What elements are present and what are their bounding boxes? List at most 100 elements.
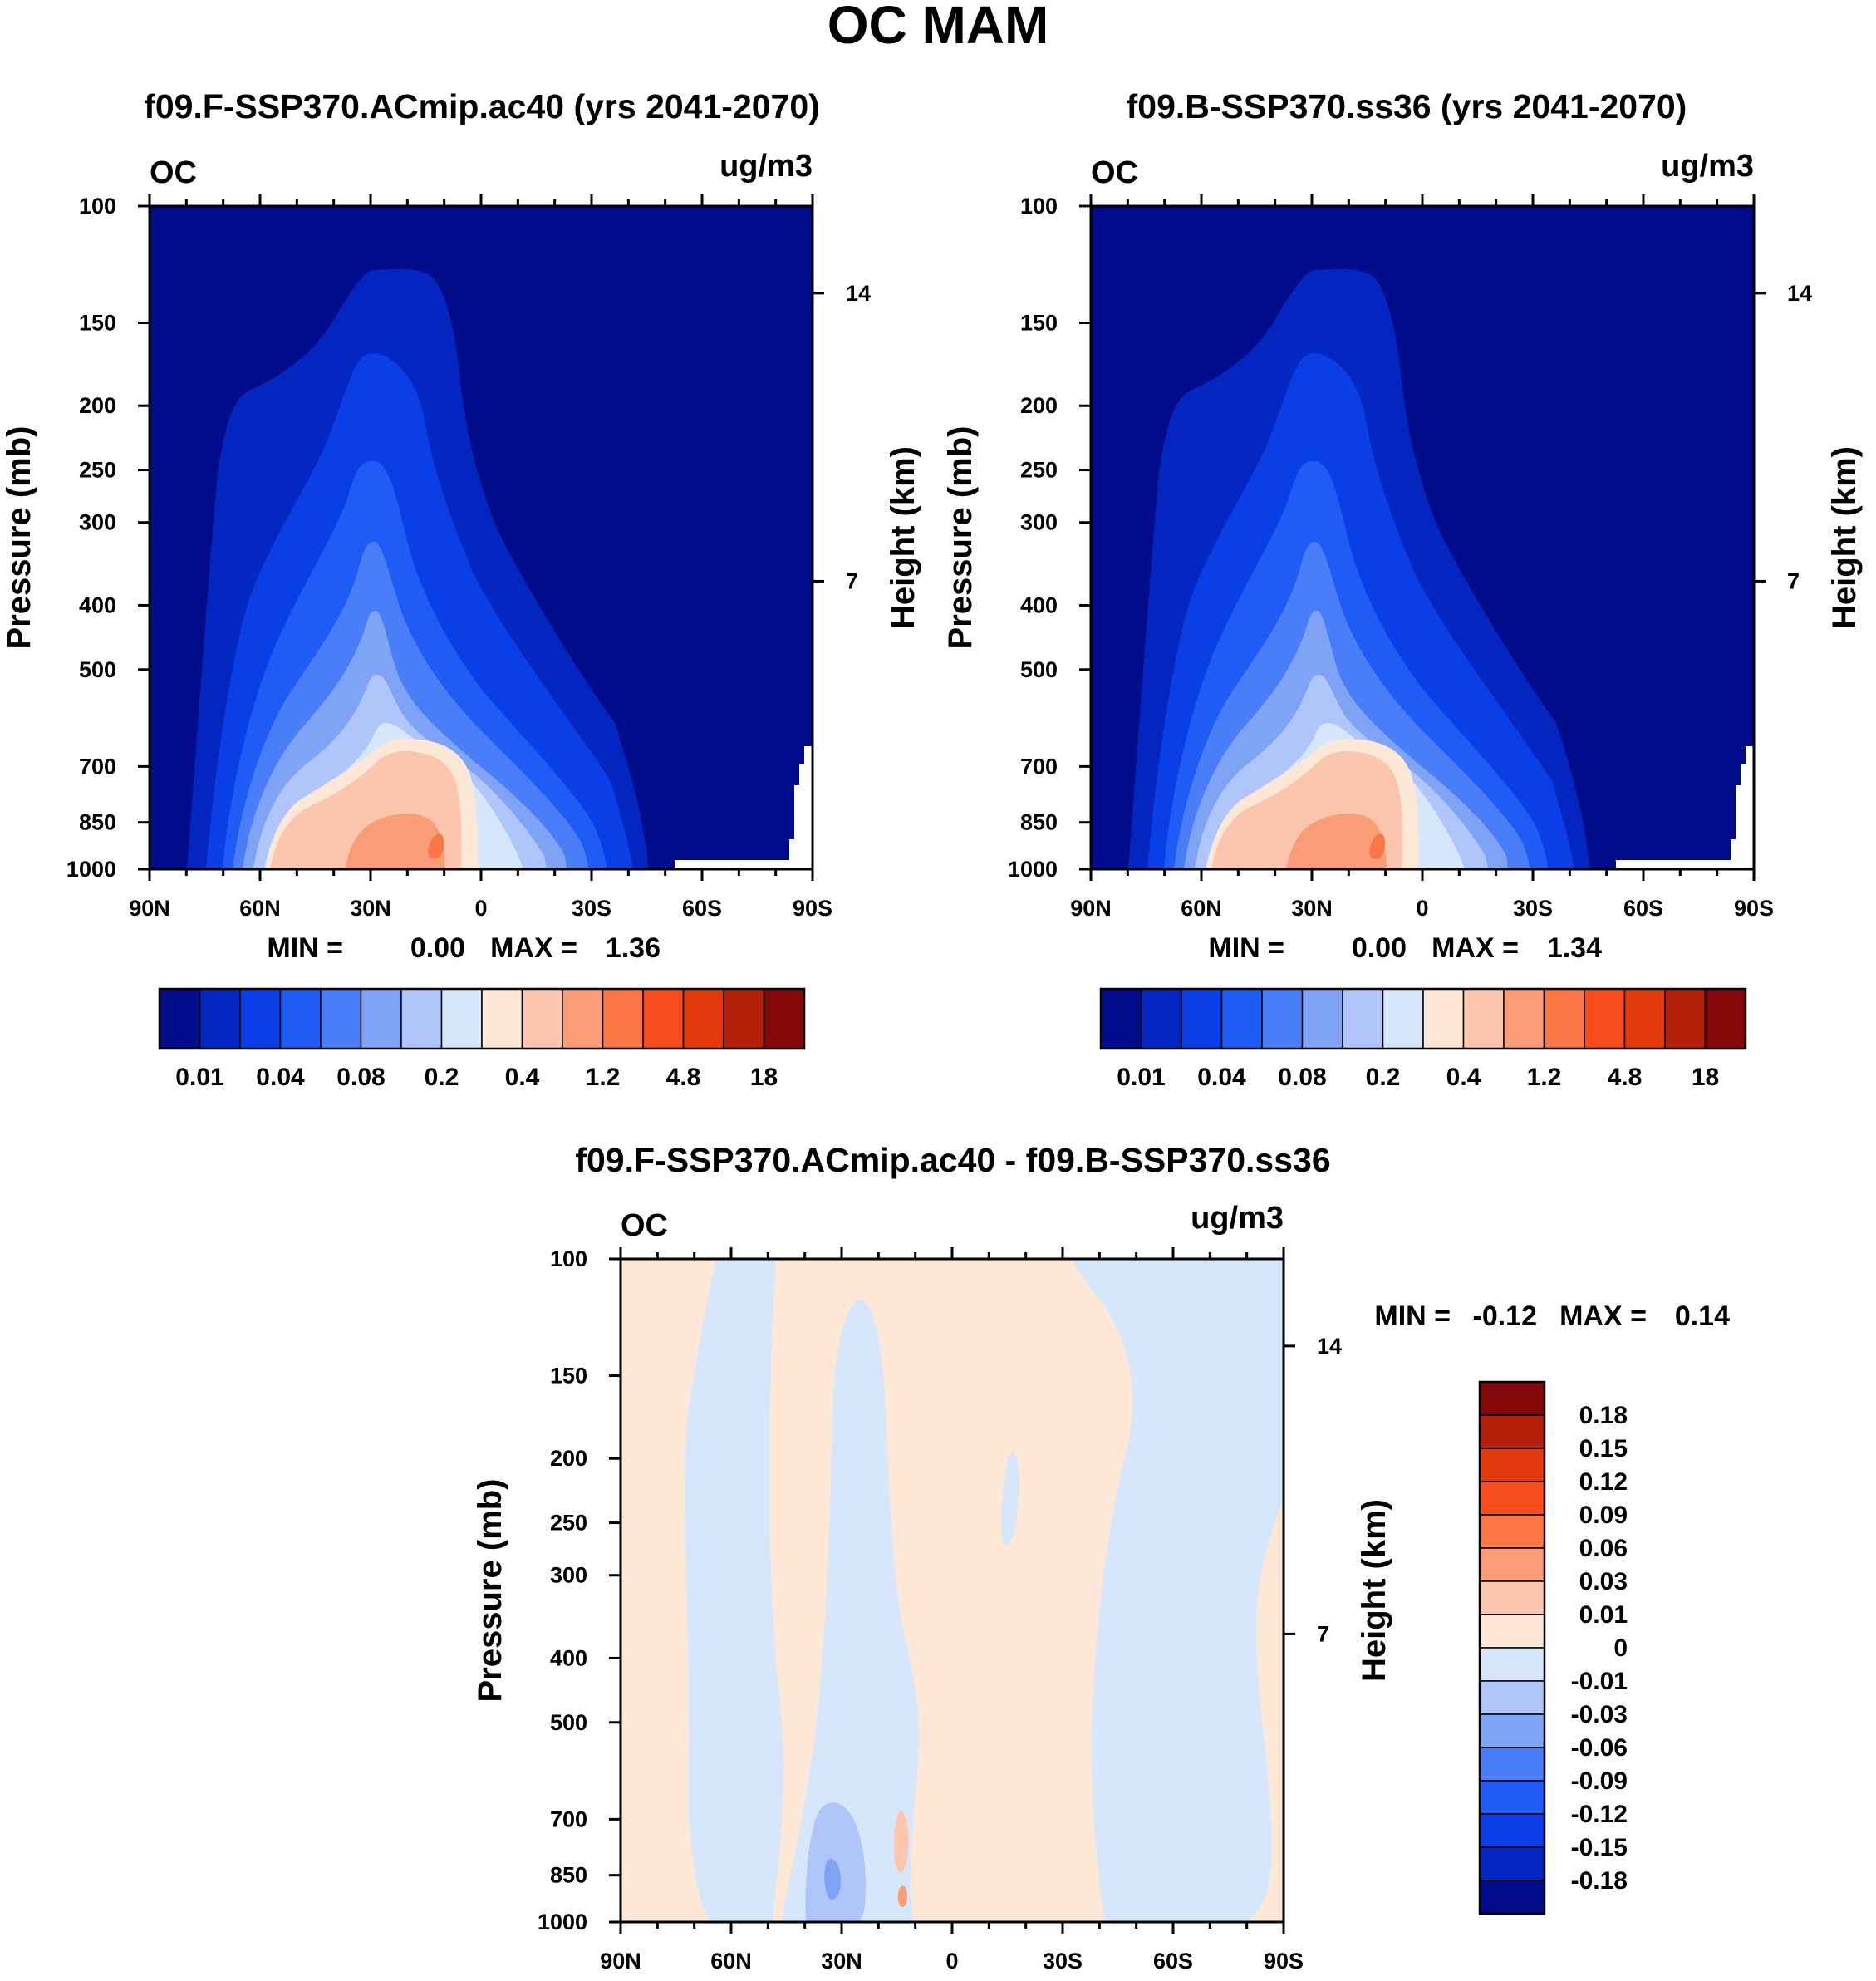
figure-title: OC MAM [828,0,1049,55]
y2-tick-label: 14 [846,281,871,306]
diff-region-negative-3 [1072,1259,1284,1922]
colorbar-swatch [1479,1514,1545,1549]
x-tick-label: 30S [1043,1949,1083,1974]
y-tick-label: 500 [1020,657,1058,682]
contour-level-11 [345,813,445,869]
colorbar-label: 18 [750,1064,778,1091]
colorbar-label: 0.12 [1579,1468,1628,1496]
y-tick-label: 1000 [1008,857,1058,882]
units-label: ug/m3 [1661,149,1754,184]
y-axis: 100 150 200 250 300 400 500 700 850 1000 [538,1246,621,1934]
colorbar-swatch [1479,1381,1545,1416]
colorbar-label: -0.12 [1571,1801,1628,1828]
colorbar-label: 0.15 [1579,1435,1628,1462]
colorbar-swatch [1479,1680,1545,1715]
colorbar-swatch [1664,988,1707,1049]
y2-tick-label: 7 [1787,568,1800,593]
min-value: 0.00 [1352,932,1407,964]
colorbar-swatch [1301,988,1343,1049]
colorbar-label: 0.4 [505,1064,540,1091]
colorbar-label: 0.06 [1579,1535,1628,1562]
y-tick-label: 1000 [66,857,116,882]
colorbar-label: 0.2 [425,1064,459,1091]
colorbar-swatch [562,988,604,1049]
contour-level-11 [1286,813,1387,869]
y-tick-label: 700 [550,1806,587,1831]
x-axis: 90N 60N 30N 0 30S 60S 90S [129,194,832,921]
y-tick-label: 100 [79,194,116,219]
colorbar-swatch [1479,1414,1545,1449]
y-tick-label: 150 [1020,311,1058,336]
colorbar-swatch [723,988,765,1049]
max-value: 1.36 [606,932,661,964]
diff-region-negative-2 [781,1300,919,1922]
y-tick-label: 400 [550,1645,587,1670]
x-tick-label: 30S [1513,896,1553,921]
x-tick-label: 90N [600,1949,641,1974]
y-tick-label: 500 [79,657,116,682]
panel-title: f09.F-SSP370.ACmip.ac40 (yrs 2041-2070) [144,87,820,125]
colorbar-swatch [642,988,685,1049]
colorbar-label: -0.18 [1571,1867,1628,1895]
panel-model-b: f09.B-SSP370.ss36 (yrs 2041-2070) OC ug/… [942,87,1863,1091]
colorbar-swatch [1623,988,1666,1049]
y2-axis-label: Height (km) [885,446,921,629]
y-tick-label: 300 [1020,510,1058,535]
colorbar-label: 0.01 [1117,1064,1165,1091]
diff-region-positive-2 [897,1885,908,1907]
colorbar-swatch [400,988,443,1049]
x-tick-label: 0 [474,896,487,921]
colorbar-swatch [1479,1647,1545,1682]
y-tick-label: 850 [550,1863,587,1888]
min-value: -0.12 [1473,1300,1538,1332]
colorbar-swatch [239,988,282,1049]
colorbar-label: 0.2 [1366,1064,1401,1091]
y-axis: 100 150 200 250 300 400 500 700 850 1000 [1008,194,1091,882]
x-axis: 90N 60N 30N 0 30S 60S 90S [600,1247,1304,1974]
y-tick-label: 250 [1020,458,1058,483]
x-tick-label: 60S [1623,896,1663,921]
y2-tick-label: 14 [1317,1334,1342,1359]
colorbar-swatch [1479,1747,1545,1782]
y-tick-label: 700 [1020,754,1058,779]
colorbar-label: -0.15 [1571,1834,1628,1861]
x-tick-label: 30N [1291,896,1333,921]
colorbar-swatch [159,988,201,1049]
x-tick-label: 30N [350,896,391,921]
colorbar-swatch [1261,988,1304,1049]
colorbar-frame [158,987,806,1050]
colorbar-swatch [763,988,805,1049]
panel-model-f: f09.F-SSP370.ACmip.ac40 (yrs 2041-2070) … [1,87,921,1091]
y2-axis: 14 7 [1754,281,1812,593]
colorbar-frame [1478,1380,1546,1915]
x-tick-label: 90S [1734,896,1774,921]
colorbar-swatch [1479,1580,1545,1615]
y-tick-label: 250 [79,458,116,483]
colorbar-swatch [1503,988,1545,1049]
x-tick-label: 0 [1416,896,1428,921]
colorbar-label: 0 [1613,1634,1628,1662]
y-axis-label: Pressure (mb) [942,426,979,650]
max-label: MAX = [490,932,577,964]
colorbar-swatch [481,988,523,1049]
max-label: MAX = [1432,932,1519,964]
y2-tick-label: 14 [1787,281,1812,306]
x-tick-label: 90N [129,896,170,921]
colorbar-swatch [1704,988,1746,1049]
colorbar-label: 0.4 [1446,1064,1481,1091]
diff-region-positive-1 [893,1811,909,1873]
y-tick-label: 400 [79,592,116,617]
diff-region-negative-4 [1001,1452,1019,1546]
colorbar-label: 0.08 [1278,1064,1326,1091]
y-axis: 100 150 200 250 300 400 500 700 850 1000 [66,194,150,882]
colorbar-label: 1.2 [1527,1064,1562,1091]
colorbar-swatch [1181,988,1223,1049]
colorbar-swatch [279,988,322,1049]
x-tick-label: 60N [710,1949,752,1974]
y-tick-label: 100 [550,1246,587,1271]
colorbar-frame [1099,987,1747,1050]
colorbar-swatch [1479,1846,1545,1881]
colorbar-label: 0.04 [256,1064,305,1091]
colorbar-label: 4.8 [666,1064,701,1091]
y-tick-label: 150 [550,1364,587,1389]
